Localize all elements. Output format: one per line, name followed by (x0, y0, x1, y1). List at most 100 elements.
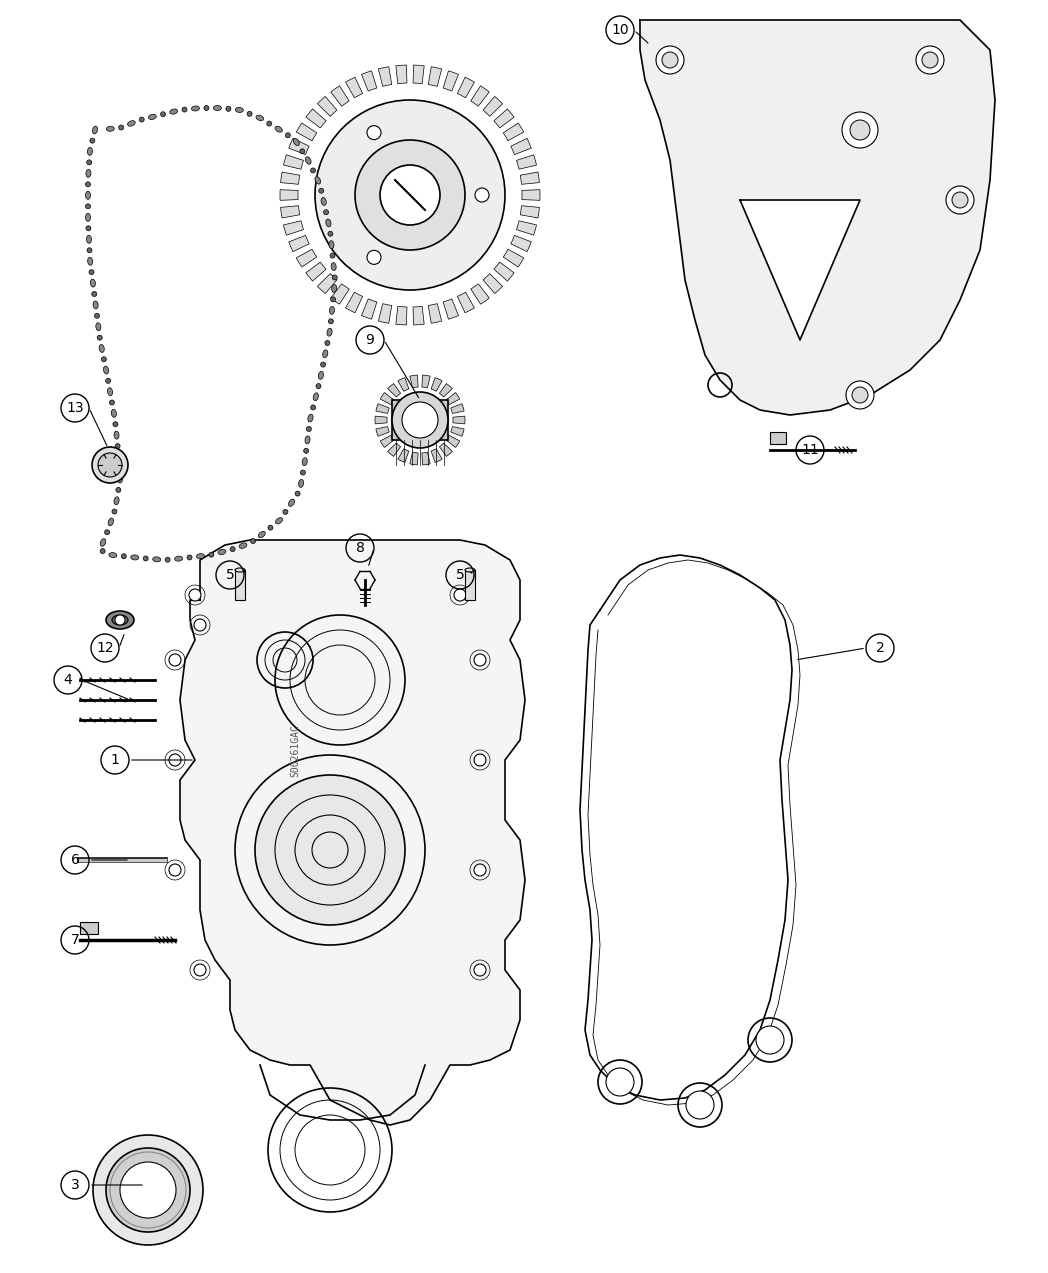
Text: S00261GAC: S00261GAC (290, 724, 300, 777)
Wedge shape (503, 250, 524, 267)
Circle shape (756, 1026, 784, 1054)
Circle shape (842, 112, 878, 148)
Wedge shape (396, 307, 407, 325)
Ellipse shape (117, 475, 123, 482)
Ellipse shape (144, 556, 148, 561)
Ellipse shape (226, 107, 231, 111)
Ellipse shape (112, 615, 128, 625)
Wedge shape (297, 250, 316, 267)
Ellipse shape (204, 106, 209, 111)
Ellipse shape (114, 496, 119, 504)
Ellipse shape (102, 356, 106, 362)
Wedge shape (451, 404, 464, 414)
Ellipse shape (315, 177, 321, 185)
Circle shape (852, 387, 868, 404)
Ellipse shape (231, 546, 235, 551)
Wedge shape (471, 284, 489, 304)
Ellipse shape (90, 279, 95, 288)
Ellipse shape (118, 125, 124, 130)
Wedge shape (378, 304, 392, 323)
Ellipse shape (94, 313, 100, 318)
Ellipse shape (108, 518, 113, 526)
Ellipse shape (116, 488, 121, 493)
Ellipse shape (104, 367, 109, 374)
Wedge shape (362, 299, 377, 320)
Ellipse shape (109, 552, 117, 558)
Wedge shape (398, 378, 409, 391)
Ellipse shape (92, 126, 97, 134)
Wedge shape (494, 262, 515, 281)
Ellipse shape (170, 109, 178, 115)
Wedge shape (284, 155, 304, 169)
Wedge shape (375, 416, 387, 424)
Wedge shape (318, 274, 337, 294)
Circle shape (367, 126, 381, 140)
Text: 7: 7 (70, 933, 80, 947)
Wedge shape (306, 109, 326, 129)
Circle shape (850, 120, 870, 140)
Wedge shape (451, 426, 464, 437)
Circle shape (169, 754, 181, 766)
Ellipse shape (313, 393, 319, 401)
Ellipse shape (310, 405, 315, 410)
Circle shape (367, 251, 381, 265)
Text: 4: 4 (64, 673, 72, 687)
Ellipse shape (139, 117, 145, 122)
Ellipse shape (100, 345, 104, 353)
Wedge shape (422, 452, 430, 465)
Ellipse shape (86, 236, 91, 243)
Wedge shape (439, 383, 453, 397)
Circle shape (315, 101, 505, 290)
Wedge shape (410, 376, 418, 388)
Ellipse shape (316, 383, 321, 388)
Wedge shape (331, 85, 349, 106)
Bar (392, 400, 447, 440)
Ellipse shape (247, 111, 253, 116)
Bar (235, 570, 245, 600)
Circle shape (169, 654, 181, 666)
Ellipse shape (330, 253, 335, 258)
Wedge shape (346, 293, 363, 313)
Circle shape (392, 392, 447, 448)
Ellipse shape (101, 538, 106, 546)
Wedge shape (483, 97, 503, 116)
Ellipse shape (196, 554, 204, 559)
Wedge shape (503, 123, 524, 141)
Wedge shape (520, 206, 540, 218)
Circle shape (686, 1091, 714, 1119)
Ellipse shape (300, 149, 305, 154)
Wedge shape (362, 71, 377, 92)
Ellipse shape (299, 480, 304, 488)
Ellipse shape (302, 458, 307, 466)
Ellipse shape (115, 443, 121, 448)
Wedge shape (422, 376, 430, 388)
Ellipse shape (319, 372, 324, 379)
Wedge shape (431, 449, 442, 462)
Circle shape (474, 964, 486, 976)
Ellipse shape (114, 432, 119, 439)
Ellipse shape (321, 362, 326, 367)
Circle shape (475, 188, 489, 202)
Circle shape (194, 619, 206, 631)
Wedge shape (388, 383, 400, 397)
Ellipse shape (86, 214, 90, 222)
Circle shape (946, 186, 974, 214)
Ellipse shape (328, 232, 333, 237)
Polygon shape (740, 200, 860, 340)
Ellipse shape (95, 323, 101, 331)
Circle shape (355, 140, 465, 250)
Ellipse shape (112, 509, 117, 514)
Ellipse shape (331, 284, 336, 293)
Ellipse shape (182, 107, 187, 112)
Ellipse shape (86, 169, 91, 177)
Ellipse shape (122, 554, 127, 559)
Ellipse shape (305, 435, 310, 444)
Text: 12: 12 (96, 642, 114, 656)
Ellipse shape (90, 139, 94, 143)
Ellipse shape (192, 106, 199, 111)
Wedge shape (457, 78, 475, 98)
Ellipse shape (308, 414, 313, 423)
Circle shape (952, 192, 968, 207)
Wedge shape (517, 220, 537, 236)
Ellipse shape (326, 219, 331, 227)
